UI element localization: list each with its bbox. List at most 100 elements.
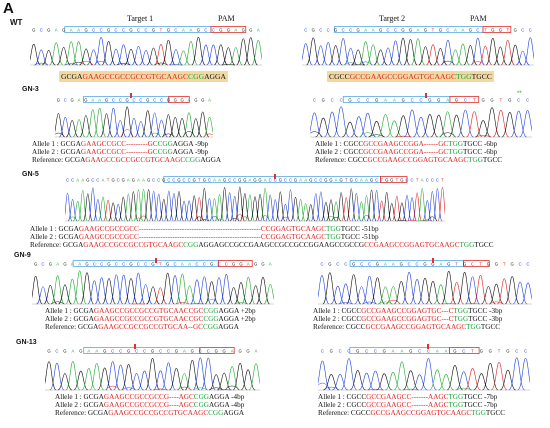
base-call: C: [212, 28, 215, 33]
gn13-target2-alignment: Allele 1 : CGCCGCCGAAGCC-------AAGCTGGTG…: [318, 393, 505, 417]
sequence-segment: GCGA: [73, 307, 94, 315]
base-call: A: [393, 98, 396, 103]
base-call: C: [319, 28, 322, 33]
base-call: C: [40, 28, 43, 33]
base-call: G: [105, 98, 108, 103]
trace-peak: [124, 48, 138, 66]
base-call: C: [331, 98, 334, 103]
sequence-segment: CCGGAGTGCAAGC: [260, 225, 327, 233]
base-call: G: [127, 349, 130, 354]
base-call: A: [55, 28, 58, 33]
base-call: C: [314, 178, 317, 183]
trace-peak: [213, 44, 228, 66]
base-call: T: [396, 178, 399, 183]
trace-peak: [169, 192, 179, 222]
sequence-segment: GCGA: [64, 156, 86, 164]
sequence-segment: TGG: [471, 409, 486, 417]
alignment-row: Reference: GCGAGAAGCCGCCGCCGTGCAA--GCCGG…: [45, 323, 256, 331]
trace-peak: [50, 275, 65, 305]
sequence-segment: GCGA: [62, 241, 84, 249]
base-call: C: [203, 262, 206, 267]
base-call: G: [152, 28, 155, 33]
trace-peak: [212, 277, 226, 305]
trace-peak: [41, 361, 57, 391]
base-call: C: [93, 262, 96, 267]
trace-peak: [87, 280, 102, 305]
sequence-segment: TGCC: [471, 72, 492, 81]
base-call: A: [231, 349, 234, 354]
trace-peak: [358, 372, 375, 391]
allele-label: Allele 2 :: [55, 401, 84, 409]
trace-peak: [393, 281, 409, 305]
base-call: C: [160, 98, 163, 103]
indel-size: -4bp: [229, 393, 245, 401]
alignment-row: Allele 2 : CGCCGCCGAAGCC-------AAGCTGGTG…: [318, 401, 505, 409]
trace-minor-peak: [306, 131, 323, 138]
sequence-segment: GCCGAAGCCGGAGTGCAAGC: [349, 72, 457, 81]
base-call: C: [64, 98, 67, 103]
trace-peak: [425, 280, 441, 305]
base-call: T: [484, 28, 487, 33]
trace-minor-peak: [71, 61, 86, 66]
base-call: A: [249, 178, 252, 183]
trace-peak: [155, 119, 168, 138]
base-call: G: [400, 178, 403, 183]
base-call: G: [261, 262, 264, 267]
base-call: G: [495, 262, 498, 267]
sequence-segment: CGG: [203, 307, 219, 315]
trace-peak: [113, 364, 128, 391]
pam-box: [379, 176, 408, 183]
trace-minor-peak: [235, 214, 245, 222]
base-call: A: [401, 349, 404, 354]
base-call: G: [175, 349, 178, 354]
trace-peak: [138, 188, 149, 222]
alignment-row: Reference: CGCCGCCGAAGCCGGAGTGCAAGCTGGTG…: [315, 156, 502, 164]
base-call: G: [167, 28, 170, 33]
indel-size: -7bp: [482, 401, 498, 409]
base-call: T: [160, 28, 163, 33]
base-call: G: [487, 262, 490, 267]
trace-peak: [158, 199, 169, 222]
base-call: G: [249, 28, 252, 33]
trace-peak: [153, 370, 168, 391]
alignment-row: Reference: GCGAGAAGCCGCCGCCGTGCAAGCCGGAG…: [55, 409, 244, 417]
base-call: C: [144, 28, 147, 33]
allele-sequence: CGCCGCCGAAGCCGGA------GCTGGTGCC: [344, 148, 483, 156]
sequence-segment: GCCGAAGCCGGAGTGC: [361, 315, 442, 323]
trace-peak: [313, 45, 328, 66]
trace-peak: [128, 191, 139, 222]
trace-peak: [403, 109, 421, 138]
pam-box: [449, 347, 480, 354]
sequence-segment: GAAGCCGCCGCCGTGCAACCGC: [93, 315, 204, 323]
trace-peak: [58, 284, 72, 305]
sequence-segment: CGCC: [347, 156, 368, 164]
trace-peak: [520, 282, 536, 305]
trace-peak: [240, 369, 256, 391]
allele-sequence: GCGAGAAGCCGCCGCCGTGCAA--GCCGGAGGA: [78, 323, 239, 331]
base-call: C: [368, 262, 371, 267]
base-call: A: [78, 98, 81, 103]
trace-peak: [457, 109, 474, 138]
trace-peak: [81, 368, 97, 391]
base-call: G: [254, 262, 257, 267]
allele-label: Allele 2 :: [32, 148, 61, 156]
sequence-segment: TGCC: [480, 323, 501, 331]
base-call: C: [96, 178, 99, 183]
trace-peak: [386, 120, 403, 138]
allele-sequence: GCGAGAAGCCGCCGCCG----AGCCGGAGGA: [84, 401, 230, 409]
base-call: C: [366, 98, 369, 103]
trace-minor-peak: [427, 216, 438, 222]
base-call: G: [409, 28, 412, 33]
indel-size: -51bp: [359, 233, 379, 241]
base-call: C: [446, 28, 449, 33]
base-call: C: [122, 28, 125, 33]
sequence-segment: CGG: [157, 148, 173, 156]
trace-peak: [388, 40, 403, 66]
trace-peak: [133, 189, 144, 222]
trace-peak: [517, 357, 534, 391]
base-call: A: [365, 178, 368, 183]
alignment-row: Allele 1 : CGCCGCCGAAGCC-------AAGCTGGTG…: [318, 393, 505, 401]
trace-peak: [100, 113, 113, 138]
